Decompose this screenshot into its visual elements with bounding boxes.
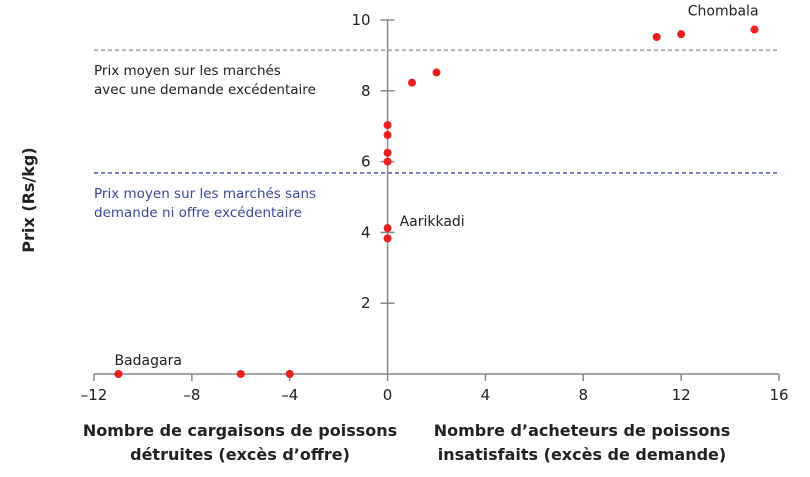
x-tick-label: 4: [481, 386, 491, 404]
point-label: Aarikkadi: [400, 214, 465, 230]
data-point: [677, 30, 686, 39]
data-point: [383, 224, 392, 233]
reference-line-label: Prix moyen sur les marchés: [94, 63, 281, 79]
data-point: [383, 131, 392, 140]
data-point: [750, 25, 759, 34]
x-axis-title-left: Nombre de cargaisons de poissons: [83, 421, 397, 440]
x-tick-label: –4: [281, 386, 298, 404]
y-tick-label: 4: [361, 223, 371, 241]
x-axis-title-left: détruites (excès d’offre): [130, 445, 350, 464]
x-axis-title-right: Nombre d’acheteurs de poissons: [434, 421, 731, 440]
y-tick-label: 8: [361, 82, 371, 100]
data-point: [432, 68, 441, 77]
data-point: [285, 370, 294, 378]
data-point: [114, 370, 123, 378]
data-point: [383, 157, 392, 166]
x-tick-label: 12: [672, 386, 691, 404]
data-point: [383, 234, 392, 243]
x-tick-label: 8: [579, 386, 589, 404]
x-axis-title-right: insatisfaits (excès de demande): [438, 445, 726, 464]
y-tick-label: 6: [361, 153, 371, 171]
point-label: Badagara: [114, 353, 181, 369]
x-tick-label: 16: [769, 386, 788, 404]
y-tick-label: 10: [351, 11, 370, 29]
data-point: [383, 121, 392, 130]
point-label: Chombala: [688, 4, 759, 20]
x-tick-label: 0: [383, 386, 393, 404]
data-point: [652, 32, 661, 41]
data-point: [383, 148, 392, 157]
reference-line-label: demande ni offre excédentaire: [94, 205, 302, 221]
data-point: [408, 78, 417, 87]
x-tick-label: –8: [183, 386, 200, 404]
reference-line-label: avec une demande excédentaire: [94, 82, 316, 98]
y-axis-title: Prix (Rs/kg): [19, 147, 38, 252]
data-point: [236, 370, 245, 378]
reference-line-label: Prix moyen sur les marchés sans: [94, 186, 316, 202]
x-tick-label: –12: [81, 386, 108, 404]
y-tick-label: 2: [361, 294, 371, 312]
